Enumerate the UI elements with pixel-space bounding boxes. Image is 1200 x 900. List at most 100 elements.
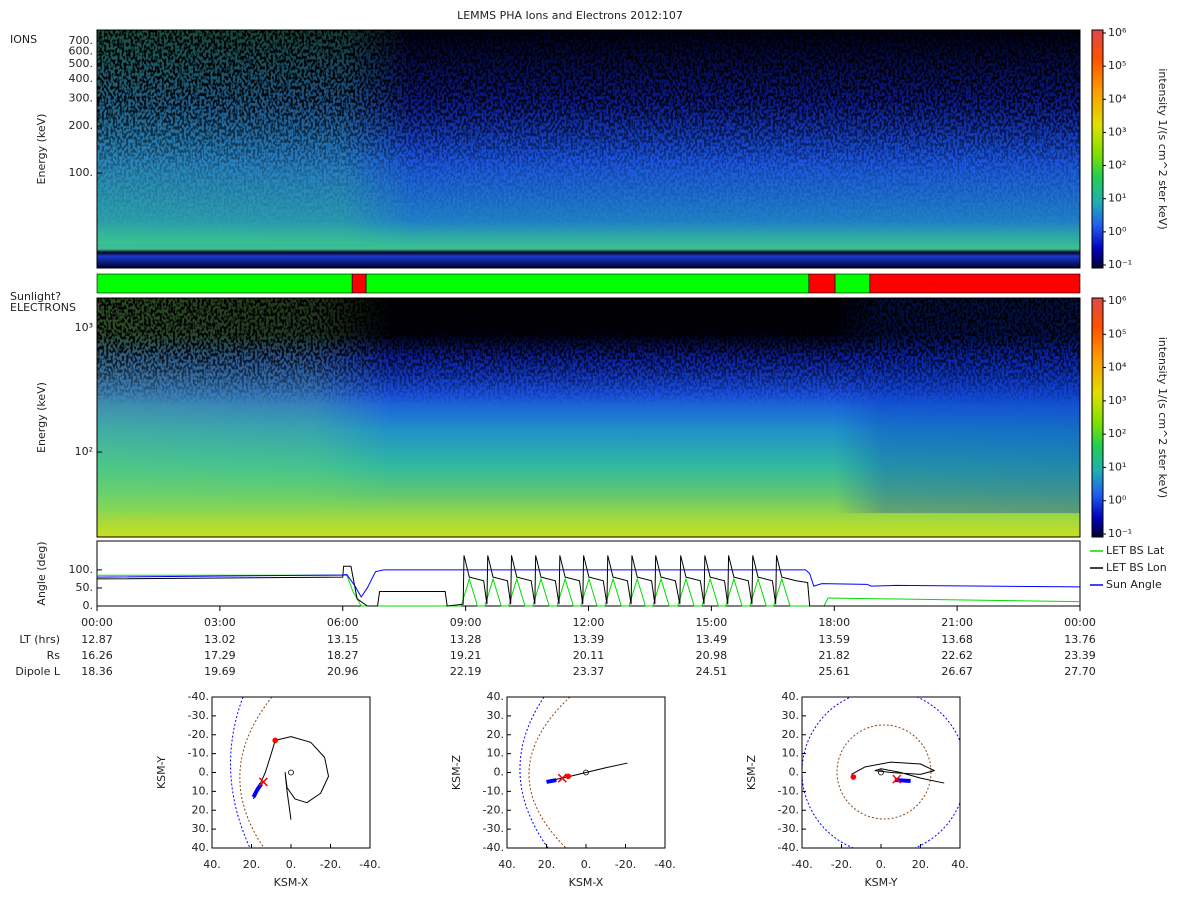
colorbar-label: intensity 1/(s cm^2 ster keV) — [1156, 337, 1169, 498]
panel-label: Sunlight? — [10, 290, 61, 303]
x-tick-label: 21:00 — [941, 616, 973, 629]
y-tick-label: -30. — [483, 822, 504, 835]
y-axis-label: Angle (deg) — [35, 541, 48, 605]
panel-label: ELECTRONS — [10, 301, 76, 314]
y-tick-label: 20. — [487, 728, 505, 741]
magnetopause — [230, 696, 251, 849]
x-tick-label: 20. — [912, 858, 930, 871]
y-tick-label: 0. — [494, 766, 505, 779]
planet — [583, 769, 589, 776]
y-axis-label: Energy (keV) — [35, 114, 48, 185]
sunlight-segment — [365, 273, 810, 294]
ephemeris-value: 23.37 — [573, 665, 605, 678]
x-tick-label: 40. — [203, 858, 221, 871]
y-tick-label: 200. — [69, 119, 94, 132]
y-tick-label: -20. — [483, 803, 504, 816]
x-tick-label: 18:00 — [818, 616, 850, 629]
y-tick-label: 20. — [782, 728, 800, 741]
y-tick-label: 0. — [789, 766, 800, 779]
ephemeris-value: 22.62 — [941, 649, 973, 662]
colorbar-tick-label: 10² — [1108, 427, 1126, 440]
ephemeris-value: 13.15 — [327, 633, 359, 646]
x-tick-label: -20. — [320, 858, 341, 871]
ephemeris-value: 27.70 — [1064, 665, 1096, 678]
x-tick-label: 0. — [286, 858, 297, 871]
x-axis-label: KSM-X — [569, 876, 604, 889]
y-tick-label: 20. — [192, 803, 210, 816]
sunlight-segment — [351, 273, 367, 294]
colorbar-tick-label: 10⁵ — [1108, 327, 1126, 340]
x-tick-label: 15:00 — [696, 616, 728, 629]
ephemeris-value: 26.67 — [941, 665, 973, 678]
x-tick-label: 0. — [581, 858, 592, 871]
colorbar-tick-label: 10³ — [1108, 394, 1126, 407]
y-tick-label: 600. — [69, 45, 94, 58]
ephemeris-value: 25.61 — [819, 665, 851, 678]
y-tick-label: 400. — [69, 72, 94, 85]
y-tick-label: 10² — [75, 445, 93, 458]
ephemeris-value: 21.82 — [819, 649, 851, 662]
x-tick-label: 03:00 — [204, 616, 236, 629]
ephemeris-value: 13.59 — [819, 633, 851, 646]
ephemeris-value: 24.51 — [696, 665, 728, 678]
y-axis-label: KSM-Z — [745, 754, 758, 790]
position-marker — [892, 774, 902, 784]
x-tick-label: 20. — [243, 858, 261, 871]
ephemeris-value: 18.27 — [327, 649, 359, 662]
trajectory — [548, 762, 628, 782]
x-tick-label: 40. — [951, 858, 969, 871]
y-tick-label: 50. — [76, 581, 94, 594]
x-tick-label: 00:00 — [1064, 616, 1096, 629]
ephemeris-value: 23.39 — [1064, 649, 1096, 662]
start-marker — [850, 774, 857, 780]
ephemeris-value: 13.02 — [204, 633, 236, 646]
y-tick-label: -40. — [483, 841, 504, 854]
y-tick-label: 10. — [487, 747, 505, 760]
colorbar — [1091, 297, 1104, 538]
y-tick-label: 40. — [487, 690, 505, 703]
colorbar-tick-label: 10⁰ — [1108, 225, 1127, 238]
x-axis-label: KSM-Y — [864, 876, 897, 889]
y-tick-label: 30. — [192, 822, 210, 835]
legend-label: LET BS Lon — [1106, 561, 1167, 574]
planet — [878, 769, 884, 776]
ephemeris-value: 20.98 — [696, 649, 728, 662]
day-track — [546, 778, 557, 784]
ephemeris-value: 13.76 — [1064, 633, 1096, 646]
x-tick-label: 40. — [498, 858, 516, 871]
series-line — [97, 574, 1081, 607]
sunlight-segment — [96, 273, 353, 294]
colorbar-tick-label: 10⁴ — [1108, 361, 1127, 374]
y-tick-label: 30. — [487, 709, 505, 722]
y-tick-label: -10. — [483, 784, 504, 797]
ephemeris-value: 13.49 — [696, 633, 728, 646]
series-line — [96, 569, 1081, 598]
ephemeris-label: Dipole L — [15, 665, 61, 678]
colorbar-tick-label: 10⁴ — [1108, 92, 1127, 105]
ephemeris-value: 13.39 — [573, 633, 605, 646]
panel-label: IONS — [10, 33, 37, 46]
y-tick-label: 700. — [69, 34, 94, 47]
spectrogram-noise — [97, 30, 1080, 268]
ephemeris-value: 13.68 — [941, 633, 973, 646]
ephemeris-label: Rs — [47, 649, 61, 662]
start-marker — [565, 773, 572, 780]
y-tick-label: -40. — [778, 841, 799, 854]
colorbar-tick-label: 10³ — [1108, 125, 1126, 138]
x-tick-label: -40. — [791, 858, 812, 871]
ephemeris-value: 22.19 — [450, 665, 482, 678]
legend-label: Sun Angle — [1106, 578, 1162, 591]
y-tick-label: -20. — [778, 803, 799, 816]
ephemeris-value: 12.87 — [81, 633, 113, 646]
y-tick-label: 30. — [782, 709, 800, 722]
y-tick-label: 10. — [192, 784, 210, 797]
magnetopause — [519, 696, 549, 849]
sunlight-segment — [808, 273, 836, 294]
ephemeris-value: 19.69 — [204, 665, 236, 678]
colorbar-tick-label: 10¹ — [1108, 192, 1126, 205]
ephemeris-value: 16.26 — [81, 649, 113, 662]
y-tick-label: 300. — [69, 92, 94, 105]
x-tick-label: 00:00 — [81, 616, 113, 629]
y-tick-label: 40. — [192, 841, 210, 854]
